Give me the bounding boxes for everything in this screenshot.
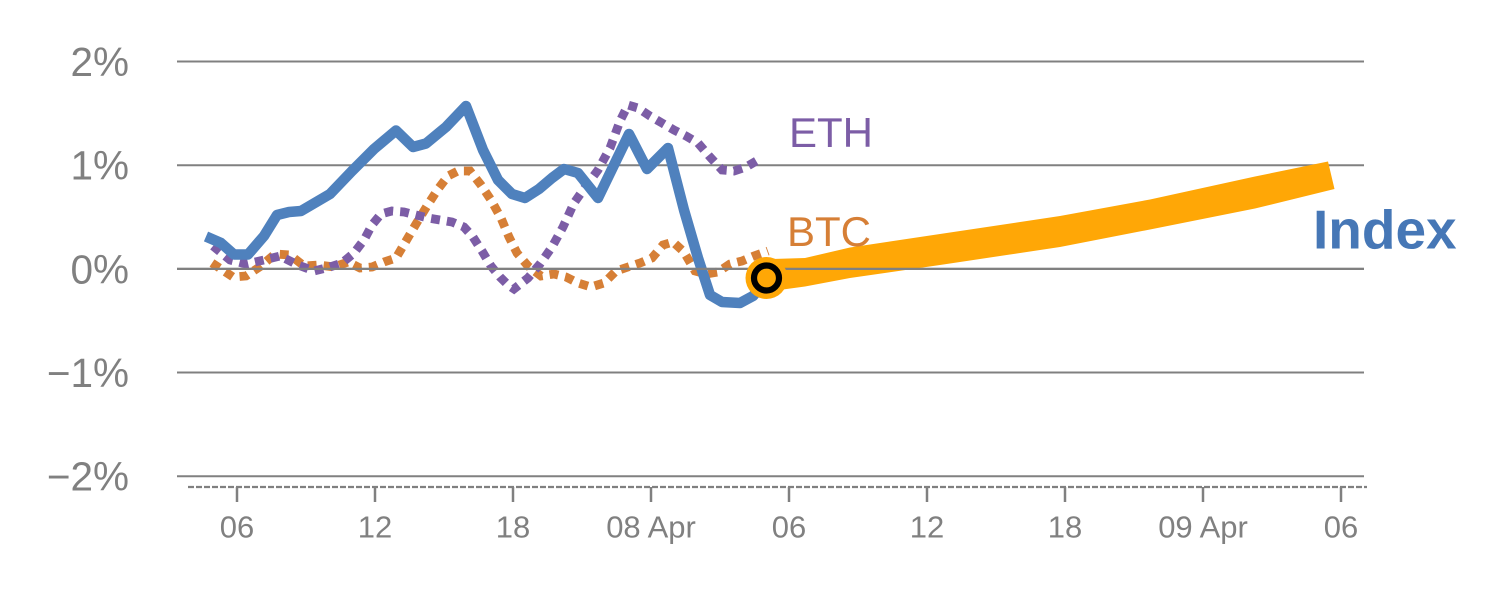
svg-text:18: 18 (1048, 510, 1082, 545)
svg-text:08 Apr: 08 Apr (606, 510, 696, 545)
svg-text:12: 12 (358, 510, 392, 545)
svg-text:BTC: BTC (787, 208, 871, 255)
svg-text:1%: 1% (70, 143, 129, 189)
svg-text:06: 06 (1324, 510, 1358, 545)
svg-text:06: 06 (220, 510, 254, 545)
svg-text:Index: Index (1313, 199, 1457, 261)
svg-text:12: 12 (910, 510, 944, 545)
svg-text:09 Apr: 09 Apr (1158, 510, 1248, 545)
svg-text:18: 18 (496, 510, 530, 545)
svg-text:ETH: ETH (789, 109, 873, 156)
svg-text:−1%: −1% (47, 350, 129, 396)
svg-text:06: 06 (772, 510, 806, 545)
svg-text:2%: 2% (70, 39, 129, 85)
svg-text:−2%: −2% (47, 454, 129, 500)
svg-text:0%: 0% (70, 246, 129, 292)
